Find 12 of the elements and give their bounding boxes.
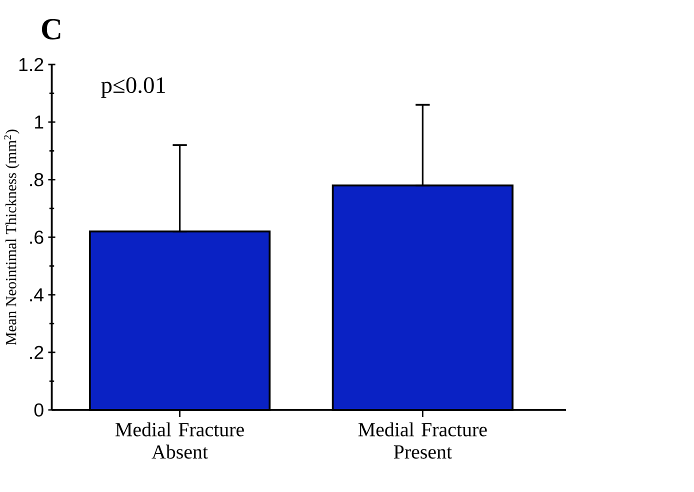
y-tick-label: .2 [30,346,44,359]
y-axis-title: Mean Neointimal Thickness (mm$^{2}$) [4,130,20,345]
annotation: p≤0.01 [101,77,166,98]
y-tick-label: 0 [34,403,44,417]
y-tick-label: 1 [35,116,44,128]
x-tick-label: Medial Fracture Absent [116,422,244,459]
chart-title: C [42,18,60,40]
x-tick-label: Medial Fracture Present [358,422,487,459]
y-tick-label: .6 [30,230,44,244]
y-tick-label: .8 [30,172,44,186]
y-tick-label: 1.2 [19,58,44,71]
y-tick-label: .4 [30,288,44,302]
